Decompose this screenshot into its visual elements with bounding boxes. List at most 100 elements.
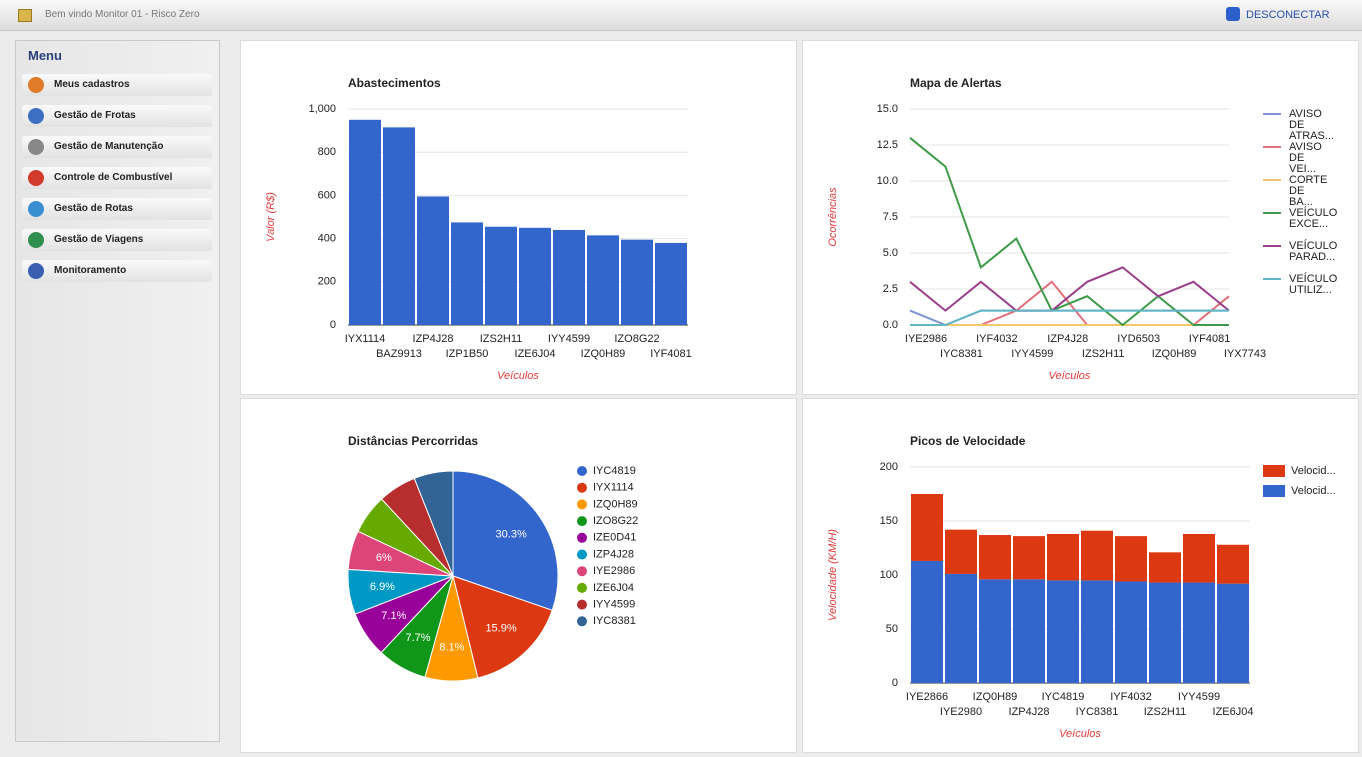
y-tick-label: 10.0 (877, 175, 898, 187)
menu-label[interactable]: Gestão de Frotas (54, 110, 136, 121)
legend-label: IZQ0H89 (593, 498, 638, 510)
bar-segment (911, 560, 943, 683)
x-tick-label: IYE2866 (906, 691, 948, 703)
x-tick-label: IYC8381 (1076, 706, 1119, 718)
bar (451, 222, 483, 325)
legend-label: IYC8381 (593, 615, 636, 627)
pie-slice (452, 575, 553, 679)
x-axis-title: Veículos (1059, 728, 1101, 740)
legend-label: VEÍCULO UTILIZ... (1289, 272, 1340, 296)
legend-label: VEÍCULO PARAD... (1289, 239, 1340, 263)
menu-item[interactable]: Gestão de Frotas (22, 105, 212, 127)
sidebar: Menu Meus cadastros Gestão de Frotas Gestã… (15, 40, 220, 742)
bar (417, 196, 449, 325)
menu-item[interactable]: Monitoramento (22, 260, 212, 282)
legend-swatch (1263, 485, 1285, 497)
legend-label: IYC4819 (593, 465, 636, 477)
bar-segment (1115, 536, 1147, 582)
x-tick-label: IZO8G22 (614, 333, 659, 345)
line-series (909, 266, 1230, 312)
chart: Picos de Velocidade 0 50 100 150 200 Velocidad… (827, 434, 1336, 740)
bar-segment (1013, 536, 1045, 580)
logout-icon[interactable] (1226, 7, 1240, 21)
menu-label[interactable]: Controle de Combustível (54, 172, 173, 183)
y-tick-label: 0 (330, 319, 336, 331)
bar-segment (911, 494, 943, 561)
x-tick-label: IYE2980 (940, 706, 982, 718)
header: Bem vindo Monitor 01 - Risco Zero DESCON… (0, 0, 1362, 31)
menu-label[interactable]: Gestão de Rotas (54, 203, 133, 214)
chart-title: Abastecimentos (348, 76, 441, 90)
x-tick-label: IZS2H11 (480, 333, 523, 345)
bar-segment (1217, 583, 1249, 683)
x-tick-label: IZQ0H89 (973, 691, 1018, 703)
x-tick-label: IYE2986 (905, 333, 947, 345)
bar (587, 235, 619, 325)
legend-label: Velocid... (1291, 465, 1336, 477)
x-tick-label: IYF4081 (1189, 333, 1231, 345)
pie-slice (413, 470, 454, 577)
menu-icon (28, 201, 44, 217)
legend-label: IYE2986 (593, 565, 635, 577)
bar-segment (1115, 581, 1147, 683)
bar (349, 119, 381, 325)
app-icon (18, 9, 32, 22)
bar (621, 239, 653, 325)
legend-swatch (577, 532, 587, 543)
menu-label[interactable]: Meus cadastros (54, 79, 130, 90)
menu-label[interactable]: Gestão de Viagens (54, 234, 144, 245)
menu-item[interactable]: Gestão de Viagens (22, 229, 212, 251)
bar-segment (1183, 582, 1215, 683)
menu-item[interactable]: Controle de Combustível (22, 167, 212, 189)
y-tick-label: 0 (892, 677, 898, 689)
x-tick-label: IYC4819 (1042, 691, 1085, 703)
y-tick-label: 800 (318, 146, 336, 158)
logout[interactable]: DESCONECTAR (1246, 9, 1330, 21)
x-axis-title: Veículos (497, 370, 539, 382)
x-axis-title: Veículos (1049, 370, 1091, 382)
x-tick-label: IYY4599 (548, 333, 590, 345)
x-tick-label: IZE6J04 (1213, 706, 1254, 718)
slice-label: 30.3% (496, 528, 527, 540)
chart: Distâncias Percorridas 30.3% IYC4819 15.9% I… (347, 434, 638, 682)
menu-label[interactable]: Monitoramento (54, 265, 127, 276)
y-tick-label: 1,000 (308, 103, 336, 115)
menu-item[interactable]: Gestão de Rotas (22, 198, 212, 220)
menu-icon (28, 263, 44, 279)
legend-label: CORTE DE BA... (1289, 174, 1330, 208)
legend-label: AVISO DE VEI... (1289, 141, 1325, 175)
legend-label: IYY4599 (593, 599, 635, 611)
legend-swatch (577, 516, 587, 527)
menu-title[interactable]: Menu (28, 48, 62, 63)
menu-icon (28, 77, 44, 93)
y-tick-label: 0.0 (883, 319, 898, 331)
chart-title: Mapa de Alertas (910, 76, 1002, 90)
x-tick-label: IYF4032 (976, 333, 1018, 345)
menu-icon (28, 170, 44, 186)
bar-segment (979, 535, 1011, 580)
bar (655, 242, 687, 325)
y-tick-label: 400 (318, 233, 336, 245)
x-tick-label: IYY4599 (1011, 348, 1053, 360)
y-tick-label: 15.0 (877, 103, 898, 115)
x-tick-label: IZP4J28 (1009, 706, 1050, 718)
x-tick-label: IZP1B50 (446, 348, 489, 360)
menu-item[interactable]: Gestão de Manutenção (22, 136, 212, 158)
x-tick-label: IZP4J28 (1047, 333, 1088, 345)
x-tick-label: IZQ0H89 (1152, 348, 1197, 360)
y-axis-title: Valor (R$) (265, 192, 277, 242)
legend-swatch (577, 566, 587, 577)
legend-swatch (577, 616, 587, 627)
menu-item[interactable]: Meus cadastros (22, 74, 212, 96)
menu-label[interactable]: Gestão de Manutenção (54, 141, 164, 152)
chart-title: Distâncias Percorridas (348, 434, 478, 448)
legend-label: IZE6J04 (593, 582, 634, 594)
slice-label: 7.7% (405, 632, 430, 644)
slice-label: 6% (376, 552, 392, 564)
legend-swatch (577, 499, 587, 510)
line-series (910, 309, 1229, 326)
bar (553, 229, 585, 325)
y-tick-label: 200 (880, 461, 898, 473)
y-tick-label: 2.5 (883, 283, 898, 295)
legend-swatch (577, 599, 587, 610)
